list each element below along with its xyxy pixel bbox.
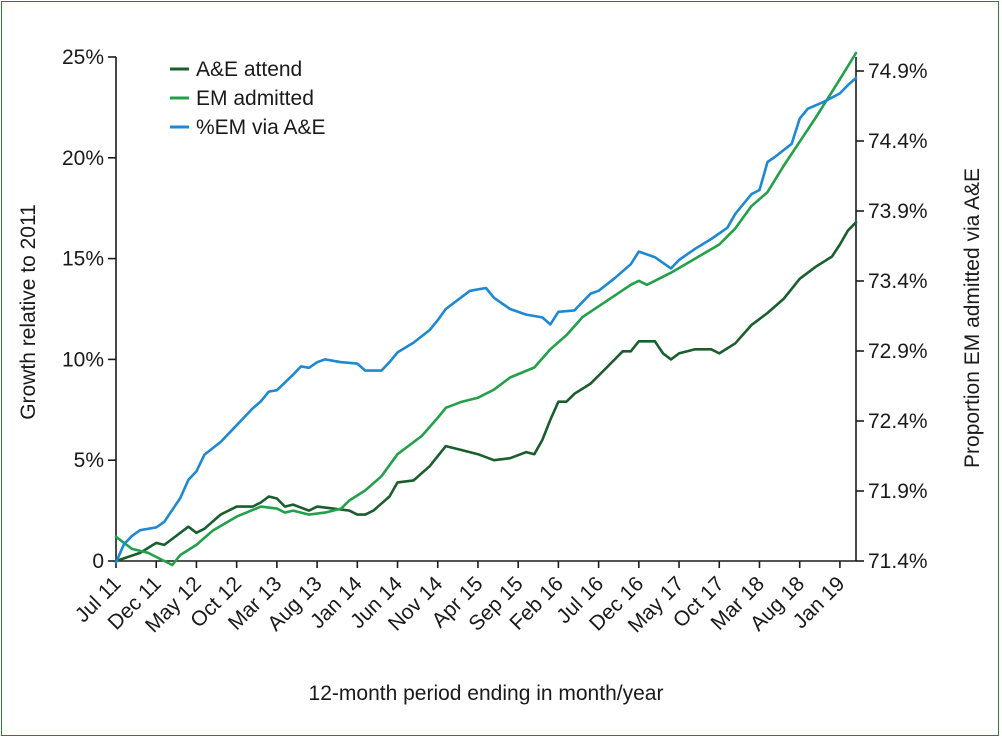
series-line-1 — [114, 221, 858, 563]
y-right-tick-label: 74.4% — [868, 130, 928, 153]
y-right-tick-label: 74.9% — [868, 60, 928, 83]
x-axis-title: 12-month period ending in month/year — [309, 682, 664, 705]
y-left-tick-label: 0 — [92, 550, 104, 573]
series-line-3 — [114, 76, 858, 564]
y-left-tick-label: 10% — [62, 348, 104, 371]
y-left-tick-label: 15% — [62, 248, 104, 271]
y-axis-left-title: Growth relative to 2011 — [17, 204, 40, 420]
y-left-tick-label: 25% — [62, 46, 104, 69]
legend-label: A&E attend — [196, 58, 302, 81]
y-left-tick-label: 20% — [62, 147, 104, 170]
y-right-tick-label: 73.4% — [868, 270, 928, 293]
y-right-tick-label: 72.9% — [868, 340, 928, 363]
y-left-tick-label: 5% — [74, 449, 104, 472]
y-right-tick-label: 73.9% — [868, 200, 928, 223]
legend-label: %EM via A&E — [196, 116, 326, 139]
legend-label: EM admitted — [196, 87, 314, 110]
y-axis-right-title: Proportion EM admitted via A&E — [961, 168, 984, 468]
legend: A&E attend EM admitted %EM via A&E — [170, 58, 326, 139]
series-layer — [114, 51, 858, 567]
y-right-tick-label: 71.4% — [868, 550, 928, 573]
y-right-tick-label: 71.9% — [868, 480, 928, 503]
y-right-tick-label: 72.4% — [868, 410, 928, 433]
series-line-2 — [114, 51, 858, 567]
